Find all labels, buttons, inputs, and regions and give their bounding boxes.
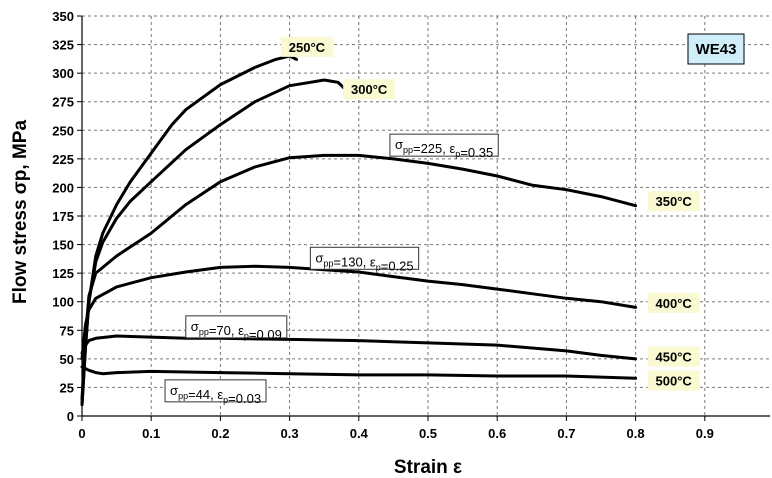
series-label: 300°C	[351, 82, 388, 97]
annotation-box: σpp=44, εp=0.03	[164, 379, 267, 406]
y-tick-label: 200	[52, 180, 74, 195]
x-axis-title: Strain ε	[394, 457, 462, 478]
annotation-subscript: pp	[403, 145, 413, 155]
y-tick-label: 275	[52, 95, 74, 110]
series-line-400c	[80, 264, 638, 361]
x-tick-label: 0.4	[350, 426, 369, 441]
annotation-part: σ	[191, 319, 199, 334]
annotation-part: =130,	[333, 254, 370, 269]
annotation-subscript: p	[244, 331, 249, 341]
annotation-part: σ	[315, 250, 323, 265]
annotation-part: =0.03	[228, 391, 261, 406]
y-tick-label: 300	[52, 66, 74, 81]
series-label: 400°C	[656, 296, 693, 311]
y-tick-label: 75	[60, 323, 74, 338]
annotation-part: ε	[217, 387, 223, 402]
x-tick-label: 0.8	[627, 426, 645, 441]
series-label: 250°C	[289, 40, 326, 55]
series-label-bg	[647, 370, 700, 391]
annotation-text: σpp=44, εp=0.03	[170, 383, 261, 406]
series-line-300c	[80, 78, 354, 407]
annotation-text: σpp=130, εp=0.25	[315, 250, 413, 273]
series-label-box: 450°C	[647, 346, 700, 367]
series-line-350c	[80, 153, 638, 401]
annotation-frame	[164, 379, 267, 403]
series-label-box: 500°C	[647, 370, 700, 391]
annotation-part: ε	[450, 141, 456, 156]
annotation-part: =70,	[209, 323, 238, 338]
y-tick-labels: 0 25 50 75 100 125 150 175 200 225 250 275 300 325 350	[52, 9, 74, 424]
y-tick-label: 225	[52, 152, 74, 167]
annotation-box: σpp=70, εp=0.09	[185, 315, 288, 342]
series-label-bg	[647, 346, 700, 367]
series-line-250c	[80, 54, 298, 407]
annotation-frame	[389, 133, 499, 157]
annotation-frame	[309, 246, 420, 270]
series-label-bg	[343, 79, 396, 100]
annotation-part: =0.35	[460, 145, 493, 160]
annotation-part: ε	[370, 254, 376, 269]
annotation-subscript: p	[376, 262, 381, 272]
y-tick-label: 125	[52, 266, 74, 281]
grid-lines	[82, 15, 770, 416]
y-axis-title: Flow stress σp, MPa	[10, 120, 31, 304]
y-tick-label: 25	[60, 380, 74, 395]
series-label-box: 250°C	[280, 36, 333, 57]
annotation-box: σpp=225, εp=0.35	[389, 133, 499, 160]
annotation-part: σ	[395, 137, 403, 152]
y-tick-label: 350	[52, 9, 74, 24]
material-label-box: WE43	[687, 33, 745, 65]
x-tick-label: 0.1	[142, 426, 160, 441]
annotation-part: =0.25	[381, 258, 414, 273]
annotation-frame	[185, 315, 288, 339]
annotation-subscript: p	[455, 149, 460, 159]
x-tick-label: 0.2	[211, 426, 229, 441]
series-label-box: 400°C	[647, 292, 700, 313]
annotation-part: =44,	[188, 387, 217, 402]
series-label: 450°C	[656, 350, 693, 365]
y-tick-label: 250	[52, 123, 74, 138]
series-label-bg	[647, 292, 700, 313]
x-tick-labels: 0 0.1 0.2 0.3 0.4 0.5 0.6 0.7 0.8 0.9	[78, 426, 713, 441]
y-tick-label: 175	[52, 209, 74, 224]
series-label-box: 300°C	[343, 79, 396, 100]
series-label-bg	[647, 191, 700, 212]
annotation-part: ε	[238, 323, 244, 338]
annotation-text: σpp=70, εp=0.09	[191, 319, 282, 342]
x-tick-label: 0.9	[696, 426, 714, 441]
y-tick-label: 0	[67, 409, 74, 424]
annotation-part: σ	[170, 383, 178, 398]
x-tick-label: 0.3	[281, 426, 299, 441]
x-tick-label: 0.5	[419, 426, 437, 441]
series-label-bg	[280, 36, 333, 57]
material-label-frame	[687, 33, 745, 65]
series-line-500c	[80, 365, 638, 380]
x-tick-label: 0.7	[557, 426, 575, 441]
y-tick-label: 150	[52, 238, 74, 253]
y-tick-label: 325	[52, 38, 74, 53]
annotation-part: =0.09	[249, 327, 282, 342]
series-label: 500°C	[656, 374, 693, 389]
series-label-box: 350°C	[647, 191, 700, 212]
series-labels: 250°C 300°C 350°C 400°C 450°C 500°C	[280, 36, 700, 391]
y-tick-label: 50	[60, 352, 74, 367]
annotation-box: σpp=130, εp=0.25	[309, 246, 420, 273]
material-label: WE43	[696, 41, 737, 58]
annotation-text: σpp=225, εp=0.35	[395, 137, 493, 160]
annotation-subscript: pp	[323, 258, 333, 268]
annotation-subscript: p	[223, 395, 228, 405]
series-label: 350°C	[656, 194, 693, 209]
x-tick-label: 0	[78, 426, 85, 441]
y-tick-label: 100	[52, 295, 74, 310]
annotation-subscript: pp	[199, 327, 209, 337]
x-tick-label: 0.6	[488, 426, 506, 441]
annotation-subscript: pp	[178, 391, 188, 401]
annotation-part: =225,	[413, 141, 450, 156]
